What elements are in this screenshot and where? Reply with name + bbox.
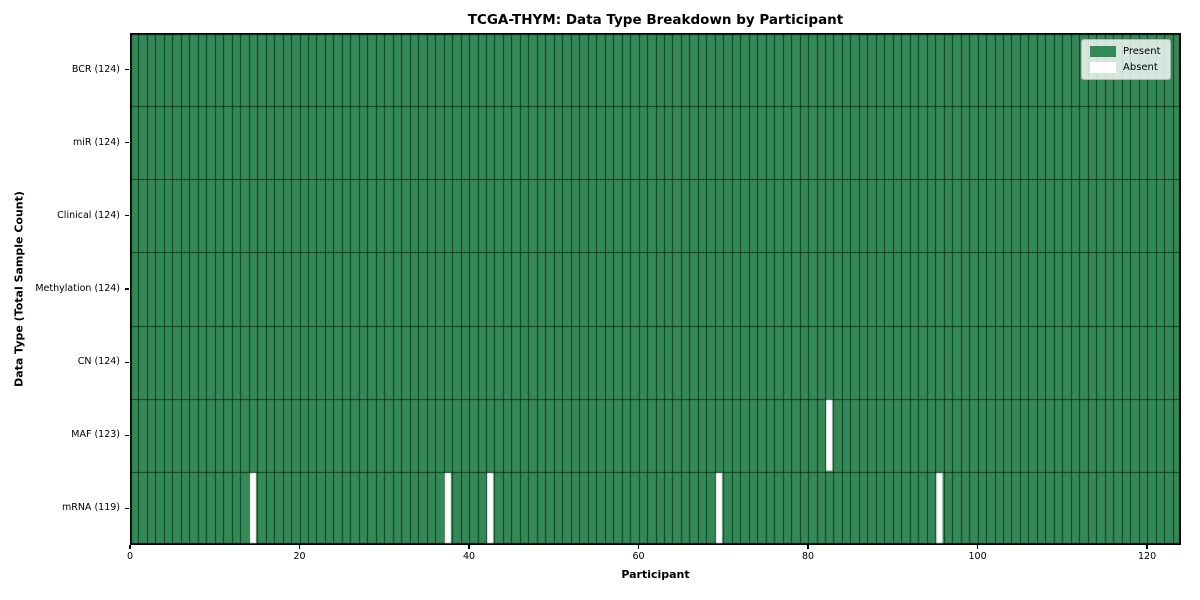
y-tick-mark (125, 215, 129, 217)
absent-swatch-icon (1090, 62, 1116, 73)
plot-area (130, 33, 1181, 545)
x-tick-label: 120 (1138, 551, 1157, 562)
y-tick-label: Methylation (124) (35, 283, 120, 294)
x-tick-mark (1146, 545, 1148, 549)
y-tick-mark (125, 142, 129, 144)
x-tick-mark (468, 545, 470, 549)
y-tick-mark (125, 68, 129, 71)
legend-item-present: Present (1090, 46, 1161, 57)
y-tick-label: BCR (124) (71, 63, 120, 75)
legend-label-absent: Absent (1123, 62, 1158, 73)
x-tick-mark (129, 545, 131, 549)
legend-item-absent: Absent (1090, 62, 1161, 73)
y-tick-mark (125, 434, 129, 436)
heatmap-canvas (130, 33, 1181, 545)
y-axis-label: Data Type (Total Sample Count) (12, 191, 26, 387)
y-tick-label: Clinical (124) (57, 209, 120, 221)
chart-title: TCGA-THYM: Data Type Breakdown by Partic… (467, 12, 844, 28)
y-tick-mark (125, 507, 129, 510)
x-tick-label: 100 (968, 551, 987, 562)
y-tick-mark (125, 361, 129, 363)
y-tick-mark (125, 288, 129, 290)
legend: Present Absent (1081, 39, 1171, 80)
y-tick-label: CN (124) (77, 356, 120, 368)
x-tick-mark (637, 545, 640, 549)
x-tick-mark (807, 545, 809, 549)
x-tick-label: 20 (293, 551, 306, 562)
present-swatch-icon (1090, 46, 1116, 57)
y-tick-label: mRNA (119) (61, 502, 120, 514)
x-tick-label: 60 (632, 551, 645, 562)
x-tick-label: 80 (802, 551, 815, 562)
x-tick-label: 0 (126, 551, 134, 562)
y-tick-label: miR (124) (72, 136, 120, 148)
x-tick-label: 40 (462, 551, 476, 562)
legend-label-present: Present (1123, 46, 1161, 57)
x-axis-label: Participant (621, 568, 690, 581)
x-tick-mark (976, 545, 979, 549)
x-tick-mark (298, 545, 301, 549)
y-tick-label: MAF (123) (71, 429, 120, 441)
